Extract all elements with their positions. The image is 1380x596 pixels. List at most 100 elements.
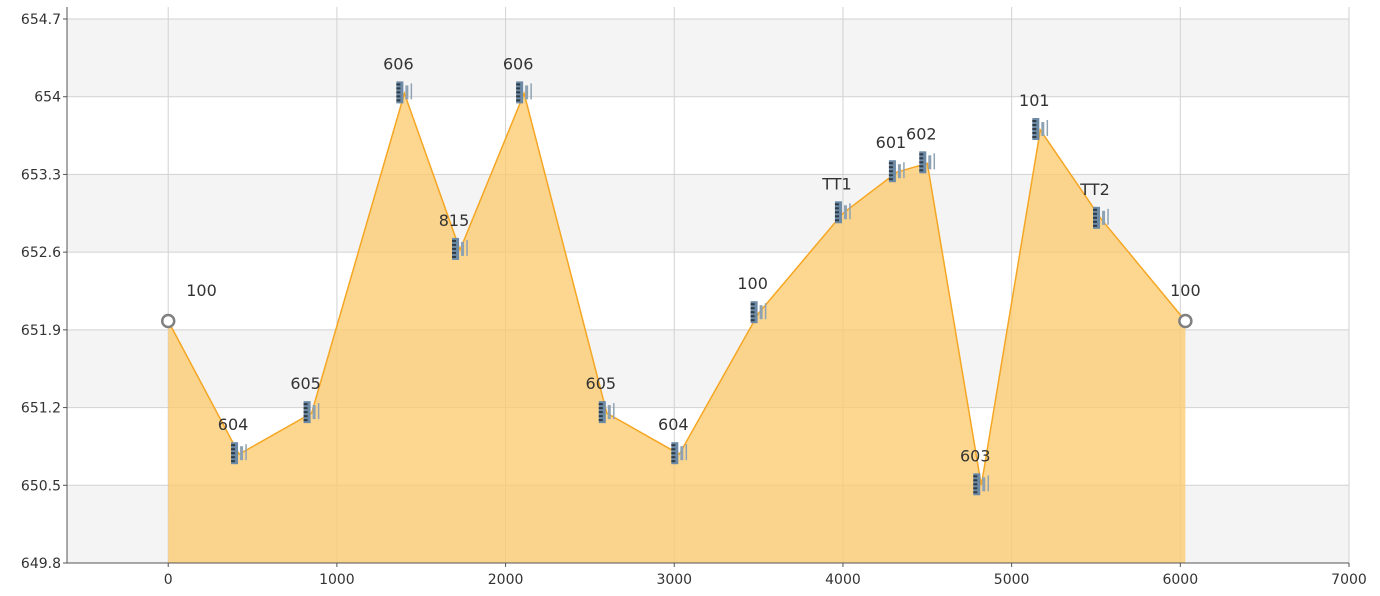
point-label: 100 <box>186 281 217 300</box>
x-tick-label: 5000 <box>994 572 1030 588</box>
point-label: 815 <box>439 211 470 230</box>
staff-mark <box>598 415 603 418</box>
staff-mark <box>598 419 603 422</box>
leveling-staff-icon <box>888 160 905 183</box>
staff-bar <box>843 205 847 220</box>
staff-bar <box>405 85 409 100</box>
staff-mark <box>231 444 236 447</box>
profile-line <box>167 90 1186 486</box>
staff-mark <box>303 415 308 418</box>
staff-mark <box>888 166 893 169</box>
staff-mark <box>750 319 755 322</box>
grid-band <box>67 174 1349 253</box>
x-tick-label: 3000 <box>656 572 692 588</box>
staff-mark <box>671 456 676 459</box>
y-tick-label: 654.7 <box>21 12 61 28</box>
leveling-staff-icon <box>750 301 767 324</box>
leveling-staff-icon <box>1093 206 1109 229</box>
staff-mark <box>750 315 755 318</box>
staff-mark <box>834 211 839 214</box>
staff-mark <box>598 403 603 406</box>
staff-mark <box>452 251 457 254</box>
leveling-staff-icon <box>834 201 851 224</box>
staff-mark <box>452 243 457 246</box>
staff-bar <box>1041 122 1045 137</box>
staff-mark <box>231 460 236 463</box>
staff-mark <box>231 456 236 459</box>
staff-mark <box>919 153 924 156</box>
point-label: 100 <box>1170 281 1201 300</box>
staff-mark <box>888 174 893 177</box>
point-label: 603 <box>960 446 991 465</box>
axes: 649.8 650.5 651.2 651.9 652.6 653.3 654 654.7 0 1… <box>21 7 1367 588</box>
station-circle-marker <box>160 313 176 329</box>
staff-mark <box>452 239 457 242</box>
point-label: 101 <box>1019 91 1050 110</box>
staff-mark <box>671 448 676 451</box>
staff-mark <box>750 307 755 310</box>
point-label: 606 <box>503 54 534 73</box>
point-label: 604 <box>218 415 249 434</box>
x-tick-label: 6000 <box>1162 572 1198 588</box>
staff-mark <box>750 311 755 314</box>
staff-mark <box>919 157 924 160</box>
staff-bar <box>525 85 529 100</box>
leveling-staff-icon <box>973 473 990 496</box>
staff-mark <box>834 207 839 210</box>
point-label: 604 <box>658 415 689 434</box>
staff-mark <box>516 91 521 94</box>
staff-mark <box>396 91 401 94</box>
staff-bar <box>928 155 932 170</box>
y-tick-label: 653.3 <box>21 167 61 183</box>
staff-bar <box>1102 210 1106 225</box>
staff-mark <box>516 95 521 98</box>
staff-mark <box>919 161 924 164</box>
staff-mark <box>396 83 401 86</box>
leveling-staff-icon <box>516 81 532 104</box>
staff-mark <box>303 411 308 414</box>
staff-mark <box>888 162 893 165</box>
staff-mark <box>231 452 236 455</box>
y-tick-label: 654 <box>34 90 61 106</box>
x-tick-label: 4000 <box>825 572 861 588</box>
staff-bar <box>680 446 684 461</box>
staff-mark <box>973 479 978 482</box>
staff-mark <box>888 170 893 173</box>
staff-mark <box>919 169 924 172</box>
y-tick-label: 649.8 <box>21 556 61 572</box>
leveling-staff-icon <box>396 81 413 104</box>
station-circle-marker <box>1178 313 1193 329</box>
point-label: 602 <box>906 124 937 143</box>
staff-mark <box>834 219 839 222</box>
staff-bar <box>461 241 465 256</box>
staff-bar <box>240 446 244 461</box>
staff-mark <box>973 491 978 494</box>
staff-mark <box>888 178 893 181</box>
point-markers <box>160 81 1193 496</box>
staff-mark <box>973 475 978 478</box>
staff-mark <box>1032 120 1037 123</box>
y-tick-label: 650.5 <box>21 478 61 494</box>
staff-mark <box>1032 132 1037 135</box>
staff-mark <box>1093 220 1098 223</box>
staff-mark <box>1093 216 1098 219</box>
staff-mark <box>396 99 401 102</box>
staff-mark <box>834 215 839 218</box>
staff-mark <box>973 483 978 486</box>
staff-mark <box>452 247 457 250</box>
point-label: 100 <box>737 274 768 293</box>
point-label: TT2 <box>1079 180 1109 199</box>
staff-mark <box>396 87 401 90</box>
staff-mark <box>1093 212 1098 215</box>
staff-mark <box>750 303 755 306</box>
profile-area <box>168 93 1186 564</box>
point-label: TT1 <box>821 174 851 193</box>
x-tick-label: 7000 <box>1331 572 1367 588</box>
x-tick-label: 0 <box>164 572 173 588</box>
staff-mark <box>671 460 676 463</box>
staff-bar <box>607 405 611 420</box>
staff-bar <box>982 477 986 492</box>
staff-mark <box>1032 128 1037 131</box>
staff-mark <box>973 487 978 490</box>
